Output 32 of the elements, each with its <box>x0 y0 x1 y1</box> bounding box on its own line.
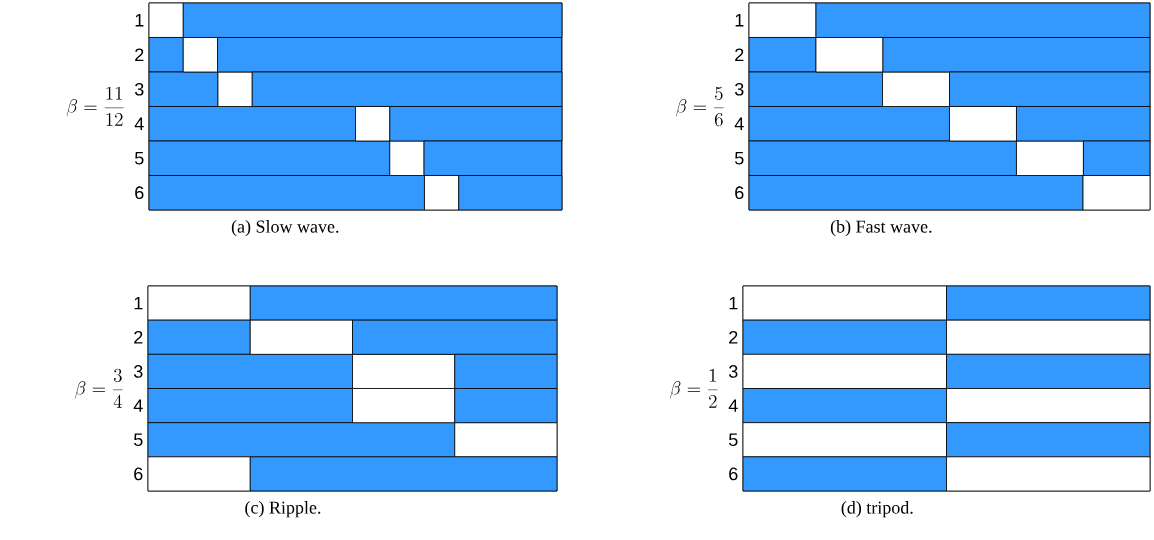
y-tick-label: 6 <box>735 186 744 200</box>
text: (c) Ripple. <box>245 501 321 518</box>
y-tick-label: 2 <box>729 330 738 344</box>
y-tick-label: 3 <box>728 365 738 378</box>
y-tick-label: 3 <box>133 365 143 378</box>
y-tick-label: 1 <box>735 14 744 27</box>
y-tick-label: 4 <box>728 399 738 412</box>
y-tick-label: 5 <box>133 433 143 447</box>
y-axis-title: $\beta = \frac{3}{4}$ <box>75 368 123 408</box>
y-tick-label: 4 <box>134 117 144 130</box>
y-tick-label: 2 <box>135 48 144 62</box>
y-tick-label: 5 <box>134 151 144 165</box>
y-tick-label: 3 <box>134 82 144 96</box>
y-tick-label: 1 <box>135 14 144 27</box>
y-tick-label: 1 <box>134 296 143 310</box>
y-tick-label: 5 <box>728 433 738 447</box>
y-axis-title: $\beta = \frac{1}{2}$ <box>670 368 718 408</box>
y-axis-title: $\beta = \frac{5}{6}$ <box>676 86 724 127</box>
y-tick-label: 6 <box>729 467 738 481</box>
y-axis-title: $\beta = \frac{11}{12}$ <box>66 86 124 126</box>
y-tick-label: 4 <box>133 399 143 412</box>
y-tick-label: 4 <box>734 117 744 130</box>
y-tick-label: 6 <box>135 186 144 200</box>
y-tick-label: 6 <box>134 467 143 481</box>
y-tick-label: 2 <box>134 330 143 344</box>
y-tick-label: 2 <box>735 48 744 62</box>
y-tick-label: 1 <box>729 296 738 310</box>
text: (b) Fast wave. <box>830 220 932 237</box>
y-tick-label: 3 <box>734 82 744 96</box>
text: (a) Slow wave. <box>231 220 339 237</box>
text: (d) tripod. <box>841 501 913 518</box>
y-tick-label: 5 <box>734 151 744 165</box>
